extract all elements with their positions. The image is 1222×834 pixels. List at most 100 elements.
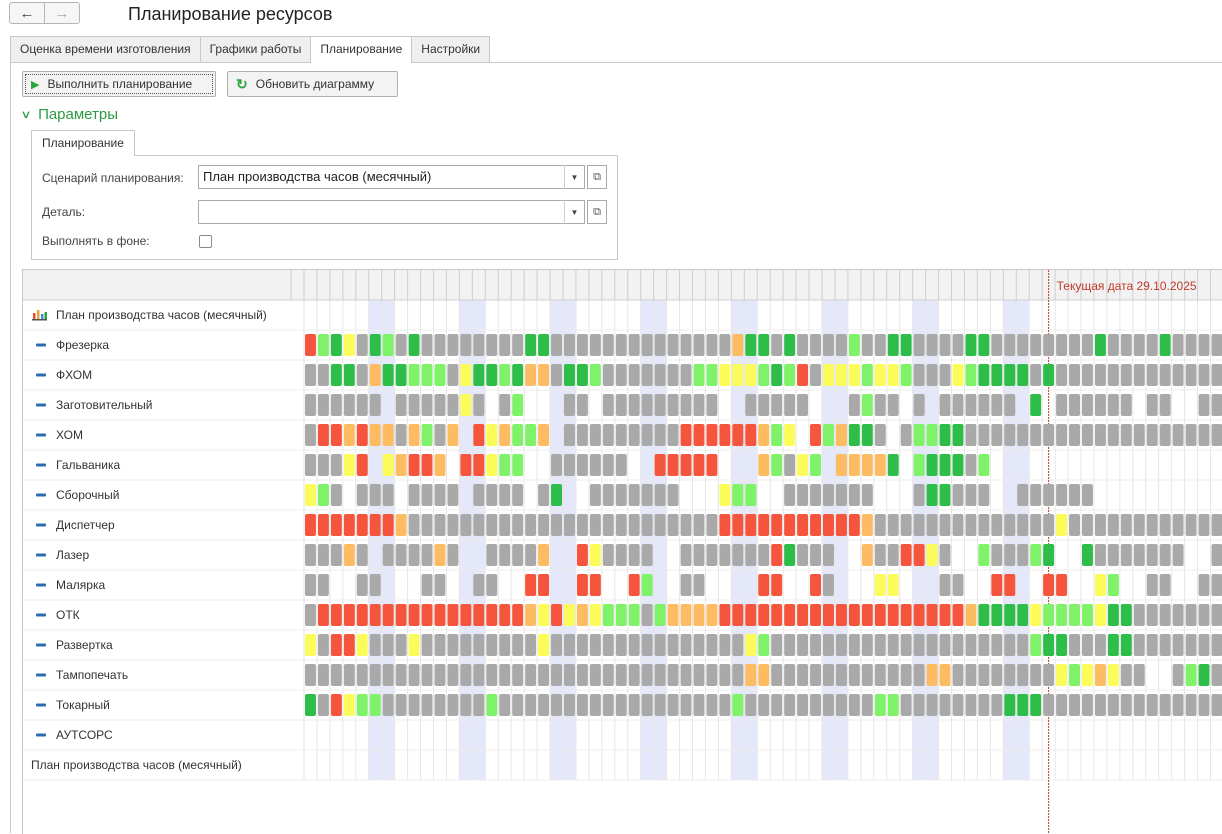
load-cell[interactable] [1056,394,1067,416]
load-cell[interactable] [694,514,705,536]
collapse-icon[interactable] [36,554,46,557]
load-cell[interactable] [318,664,329,686]
load-cell[interactable] [719,604,730,626]
load-cell[interactable] [978,484,989,506]
load-cell[interactable] [655,514,666,536]
load-cell[interactable] [499,424,510,446]
load-cell[interactable] [642,574,653,596]
load-cell[interactable] [1069,394,1080,416]
load-cell[interactable] [642,394,653,416]
load-cell[interactable] [784,634,795,656]
load-cell[interactable] [681,664,692,686]
load-cell[interactable] [681,694,692,716]
load-cell[interactable] [1212,544,1222,566]
load-cell[interactable] [1160,544,1171,566]
load-cell[interactable] [745,484,756,506]
load-cell[interactable] [784,424,795,446]
load-cell[interactable] [1108,544,1119,566]
load-cell[interactable] [978,514,989,536]
load-cell[interactable] [991,604,1002,626]
load-cell[interactable] [940,334,951,356]
load-cell[interactable] [1082,694,1093,716]
load-cell[interactable] [655,364,666,386]
load-cell[interactable] [564,454,575,476]
load-cell[interactable] [1043,634,1054,656]
load-cell[interactable] [357,574,368,596]
load-cell[interactable] [642,694,653,716]
load-cell[interactable] [473,394,484,416]
load-cell[interactable] [862,694,873,716]
load-cell[interactable] [771,544,782,566]
load-cell[interactable] [473,694,484,716]
load-cell[interactable] [784,364,795,386]
load-cell[interactable] [940,664,951,686]
load-cell[interactable] [486,664,497,686]
load-cell[interactable] [512,664,523,686]
load-cell[interactable] [862,394,873,416]
load-cell[interactable] [655,634,666,656]
load-cell[interactable] [1134,514,1145,536]
load-cell[interactable] [914,454,925,476]
load-cell[interactable] [1004,634,1015,656]
load-cell[interactable] [512,334,523,356]
load-cell[interactable] [422,634,433,656]
load-cell[interactable] [978,364,989,386]
load-cell[interactable] [564,424,575,446]
load-cell[interactable] [499,664,510,686]
load-cell[interactable] [953,454,964,476]
load-cell[interactable] [694,454,705,476]
load-cell[interactable] [1199,604,1210,626]
load-cell[interactable] [525,364,536,386]
load-cell[interactable] [1030,694,1041,716]
load-cell[interactable] [823,574,834,596]
load-cell[interactable] [305,694,316,716]
load-cell[interactable] [745,514,756,536]
load-cell[interactable] [927,694,938,716]
load-cell[interactable] [1082,484,1093,506]
load-cell[interactable] [965,604,976,626]
load-cell[interactable] [1056,334,1067,356]
load-cell[interactable] [745,664,756,686]
load-cell[interactable] [603,634,614,656]
load-cell[interactable] [473,424,484,446]
load-cell[interactable] [745,394,756,416]
load-cell[interactable] [422,664,433,686]
load-cell[interactable] [694,664,705,686]
load-cell[interactable] [1160,694,1171,716]
load-cell[interactable] [629,694,640,716]
load-cell[interactable] [344,454,355,476]
load-cell[interactable] [758,334,769,356]
load-cell[interactable] [383,604,394,626]
load-cell[interactable] [706,454,717,476]
load-cell[interactable] [797,664,808,686]
load-cell[interactable] [784,484,795,506]
collapse-icon[interactable] [36,704,46,707]
load-cell[interactable] [422,484,433,506]
load-cell[interactable] [642,484,653,506]
load-cell[interactable] [965,394,976,416]
load-cell[interactable] [1186,664,1197,686]
load-cell[interactable] [499,394,510,416]
load-cell[interactable] [758,364,769,386]
load-cell[interactable] [486,604,497,626]
load-cell[interactable] [1160,634,1171,656]
load-cell[interactable] [1134,694,1145,716]
collapse-icon[interactable] [36,644,46,647]
load-cell[interactable] [901,424,912,446]
load-cell[interactable] [810,634,821,656]
load-cell[interactable] [706,424,717,446]
load-cell[interactable] [745,694,756,716]
load-cell[interactable] [681,574,692,596]
load-cell[interactable] [1030,394,1041,416]
load-cell[interactable] [422,334,433,356]
load-cell[interactable] [499,334,510,356]
load-cell[interactable] [1121,424,1132,446]
load-cell[interactable] [901,664,912,686]
load-cell[interactable] [370,334,381,356]
load-cell[interactable] [771,424,782,446]
load-cell[interactable] [1173,424,1184,446]
load-cell[interactable] [836,454,847,476]
load-cell[interactable] [344,634,355,656]
load-cell[interactable] [836,604,847,626]
load-cell[interactable] [706,604,717,626]
